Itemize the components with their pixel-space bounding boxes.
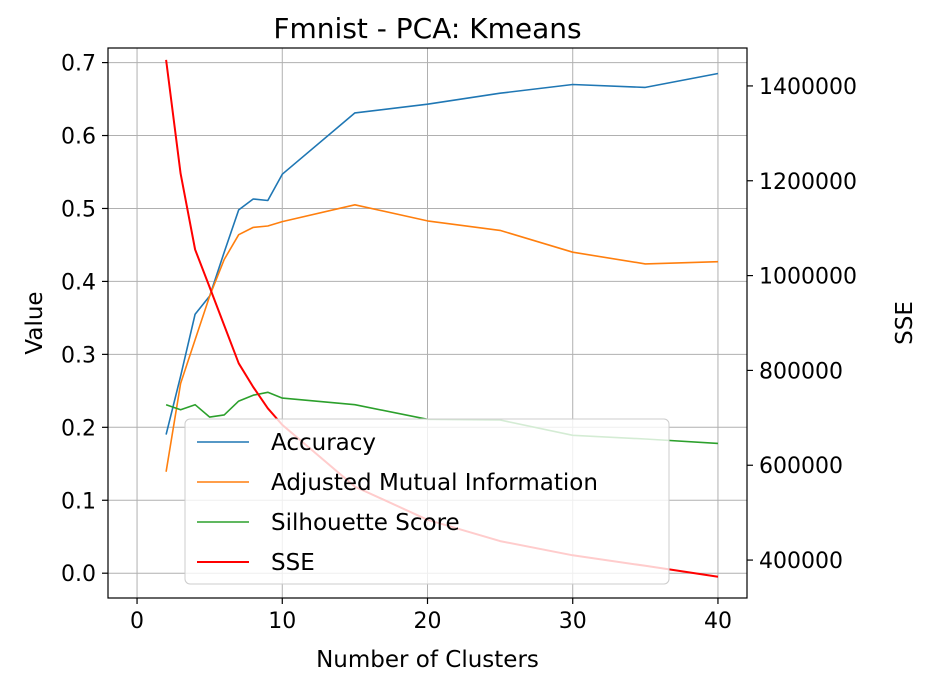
series-line-accuracy [165,72,719,435]
legend-label-sse: SSE [271,550,315,576]
y-axis-label: Value [22,291,48,354]
y2-tick-label: 1400000 [759,75,857,100]
x-tick-label: 0 [130,609,144,634]
x-tick-label: 30 [559,609,587,634]
y-tick-label: 0.5 [61,197,96,222]
y-tick-label: 0.4 [61,270,96,295]
legend: Accuracy Adjusted Mutual Information Silho… [184,418,670,585]
x-tick-label: 10 [268,609,296,634]
y-tick-label: 0.1 [61,489,96,514]
y2-tick-label: 400000 [759,549,843,574]
series-line-adjusted-mutual-information [165,204,719,472]
y2-tick-label: 600000 [759,454,843,479]
y-tick-label: 0.3 [61,343,96,368]
y2-tick-label: 800000 [759,359,843,384]
x-tick-label: 40 [704,609,732,634]
y-tick-label: 0.2 [61,416,96,441]
legend-label-adjusted-mutual-information: Adjusted Mutual Information [271,470,598,496]
y2-tick-label: 1000000 [759,265,857,290]
y2-axis-label: SSE [892,301,918,345]
legend-label-accuracy: Accuracy [271,430,376,456]
axes: 0 10 20 30 40 0.0 0.1 0.2 0.3 0.4 0.5 0.6 0.7 400000 6… [61,52,857,634]
legend-box [184,418,670,585]
x-axis-label: Number of Clusters [316,647,539,673]
y-tick-label: 0.7 [61,52,96,77]
y2-tick-label: 1200000 [759,170,857,195]
y-tick-label: 0.6 [61,125,96,150]
legend-label-silhouette-score: Silhouette Score [271,510,460,536]
x-tick-label: 20 [414,609,442,634]
y-tick-label: 0.0 [61,562,96,587]
chart-title: Fmnist - PCA: Kmeans [273,12,581,45]
